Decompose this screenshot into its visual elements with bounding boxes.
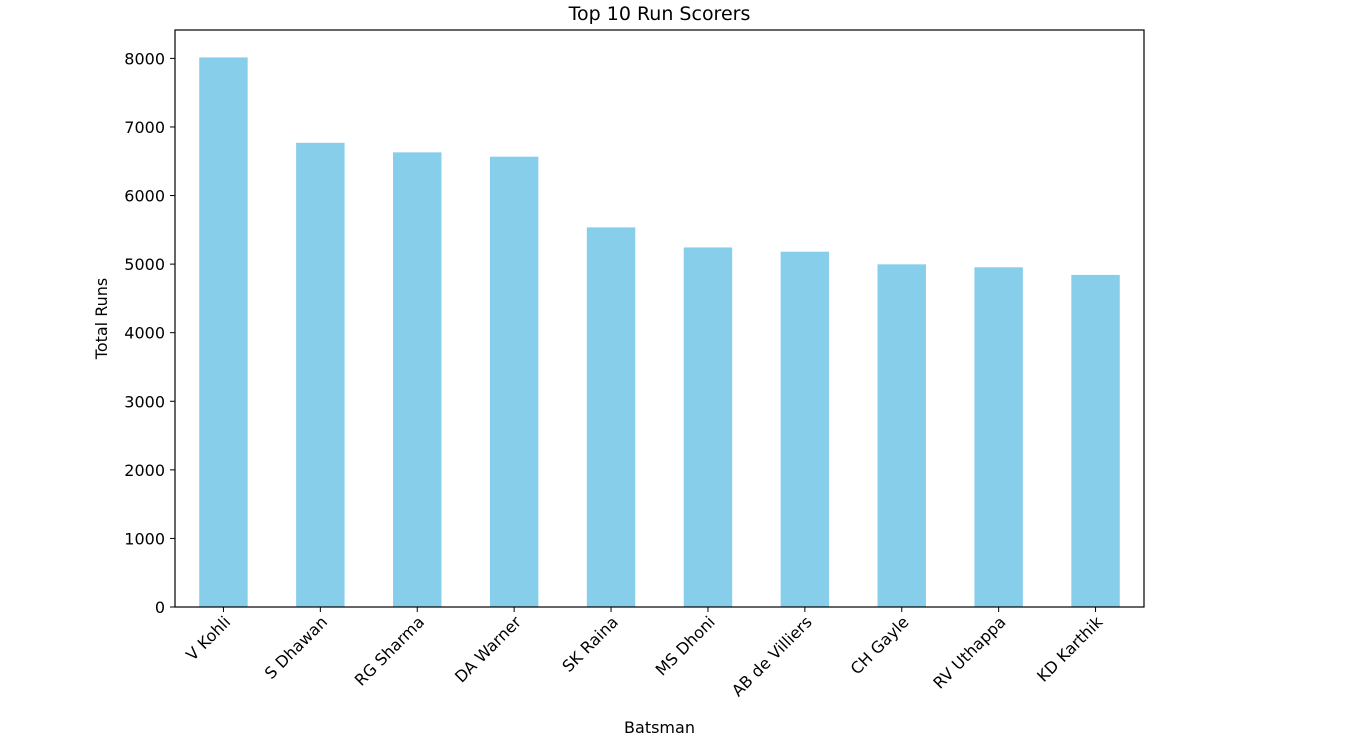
y-tick-label: 0	[155, 598, 165, 617]
x-tick-label: CH Gayle	[847, 612, 913, 678]
y-tick-label: 3000	[124, 392, 165, 411]
y-tick-label: 6000	[124, 187, 165, 206]
bars	[199, 57, 1120, 608]
x-tick-label: S Dhawan	[261, 612, 331, 682]
x-tick-label: V Kohli	[182, 612, 234, 664]
plot-frame	[174, 29, 1145, 608]
x-tick-label: DA Warner	[451, 612, 525, 686]
bar	[489, 156, 539, 607]
x-axis-ticks: V Kohli S Dhawan RG Sharma DA Warner SK Rain…	[182, 607, 1107, 700]
bar	[393, 152, 442, 607]
x-tick-label: AB de Villiers	[728, 612, 816, 700]
bar	[974, 267, 1023, 607]
x-tick-label: MS Dhoni	[652, 612, 719, 679]
bar	[296, 142, 345, 608]
x-tick-label: SK Raina	[558, 612, 621, 675]
bar	[199, 57, 248, 607]
bar	[877, 264, 926, 607]
x-tick-label: KD Karthik	[1033, 612, 1107, 686]
x-tick-label: RV Uthappa	[929, 612, 1009, 692]
y-tick-label: 7000	[124, 118, 165, 137]
chart-title: Top 10 Run Scorers	[568, 3, 751, 25]
x-tick-label: RG Sharma	[351, 612, 428, 689]
y-tick-label: 4000	[124, 324, 165, 343]
bar	[780, 251, 830, 608]
bar	[586, 227, 636, 608]
y-tick-label: 2000	[124, 461, 165, 480]
y-axis-ticks: 0 1000 2000 3000 4000 5000 6000 7000 8000	[124, 49, 175, 617]
y-tick-label: 5000	[124, 255, 165, 274]
y-tick-label: 8000	[124, 49, 165, 68]
bar	[683, 247, 733, 607]
bar	[1071, 274, 1120, 607]
y-tick-label: 1000	[124, 529, 165, 548]
x-axis-label: Batsman	[624, 718, 695, 737]
y-axis-label: Total Runs	[92, 278, 111, 360]
